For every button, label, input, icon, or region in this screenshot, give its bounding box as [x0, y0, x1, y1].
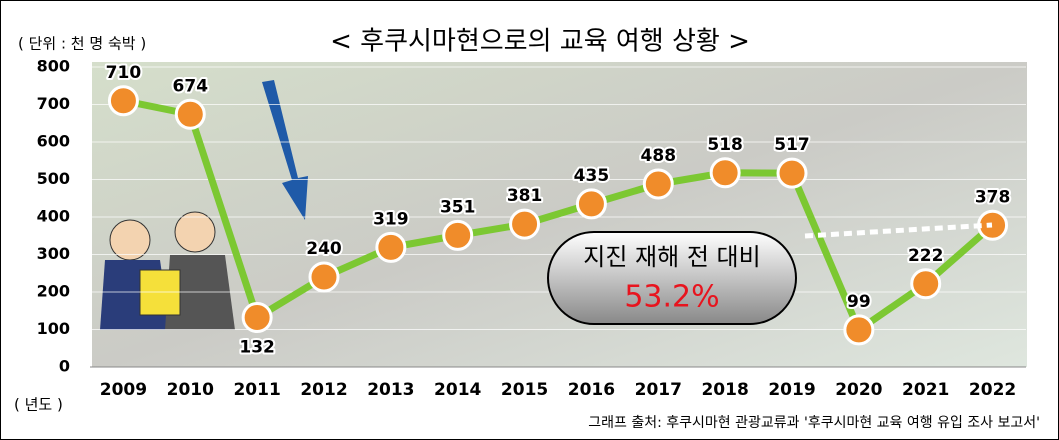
data-label: 222	[908, 246, 944, 266]
x-tick-label: 2014	[434, 380, 481, 400]
annotation-value: 53.2%	[624, 280, 719, 315]
x-tick-label: 2017	[635, 380, 682, 400]
y-tick-label: 600	[37, 132, 70, 151]
marker	[308, 261, 340, 293]
marker	[575, 188, 607, 220]
y-tick-label: 800	[37, 57, 70, 76]
chart-title: < 후쿠시마현으로의 교육 여행 상황 >	[330, 27, 750, 57]
data-label: 518	[707, 135, 743, 155]
source: 그래프 출처: 후쿠시마현 관광교류과 '후쿠시마현 교육 여행 유입 조사 보…	[588, 415, 1040, 431]
reference-line	[804, 222, 993, 239]
data-label: 488	[641, 146, 677, 166]
x-tick-label: 2013	[367, 380, 414, 400]
x-tick-label: 2022	[969, 380, 1016, 400]
y-tick-label: 700	[37, 94, 70, 113]
data-label: 381	[507, 186, 543, 206]
y-tick-label: 400	[37, 207, 70, 226]
unit-label: ( 단위 : 천 명 숙박 )	[18, 35, 146, 53]
marker	[241, 302, 273, 333]
marker	[642, 168, 674, 200]
annotation-bubble	[547, 231, 797, 325]
marker	[509, 208, 541, 240]
x-tick-label: 2020	[835, 380, 882, 400]
marker	[375, 231, 407, 263]
data-label: 710	[106, 63, 142, 83]
annotation: 지진 재해 전 대비	[583, 243, 760, 271]
data-label: 240	[306, 239, 342, 259]
data-label: 351	[440, 197, 476, 217]
y-tick-label: 200	[37, 282, 70, 301]
x-tick-label: 2021	[902, 380, 949, 400]
marker	[709, 157, 741, 189]
y-tick-label: 100	[37, 319, 70, 338]
y-tick-label: 300	[37, 244, 70, 263]
x-tick-label: 2012	[300, 380, 347, 400]
x-tick-label: 2018	[701, 380, 748, 400]
marker	[910, 268, 942, 300]
marker	[776, 157, 808, 189]
x-axis-label: ( 년도 )	[14, 396, 63, 414]
x-tick-label: 2009	[100, 380, 147, 400]
y-tick-label: 500	[37, 169, 70, 188]
data-label: 517	[774, 135, 810, 155]
marker	[107, 85, 139, 117]
marker	[843, 314, 875, 346]
data-label: 674	[173, 76, 209, 96]
x-tick-label: 2010	[167, 380, 214, 400]
marker	[442, 219, 474, 251]
data-label: 132	[239, 338, 275, 358]
x-tick-label: 2016	[568, 380, 615, 400]
x-tick-label: 2019	[768, 380, 815, 400]
data-label: 435	[574, 166, 610, 186]
x-tick-label: 2011	[233, 380, 280, 400]
arrow	[262, 80, 308, 220]
y-tick-label: 0	[59, 357, 70, 376]
marker	[174, 98, 206, 130]
x-tick-label: 2015	[501, 380, 548, 400]
data-label: 99	[847, 292, 871, 312]
data-label: 319	[373, 209, 409, 229]
marker	[977, 209, 1009, 241]
data-label: 378	[975, 187, 1011, 207]
